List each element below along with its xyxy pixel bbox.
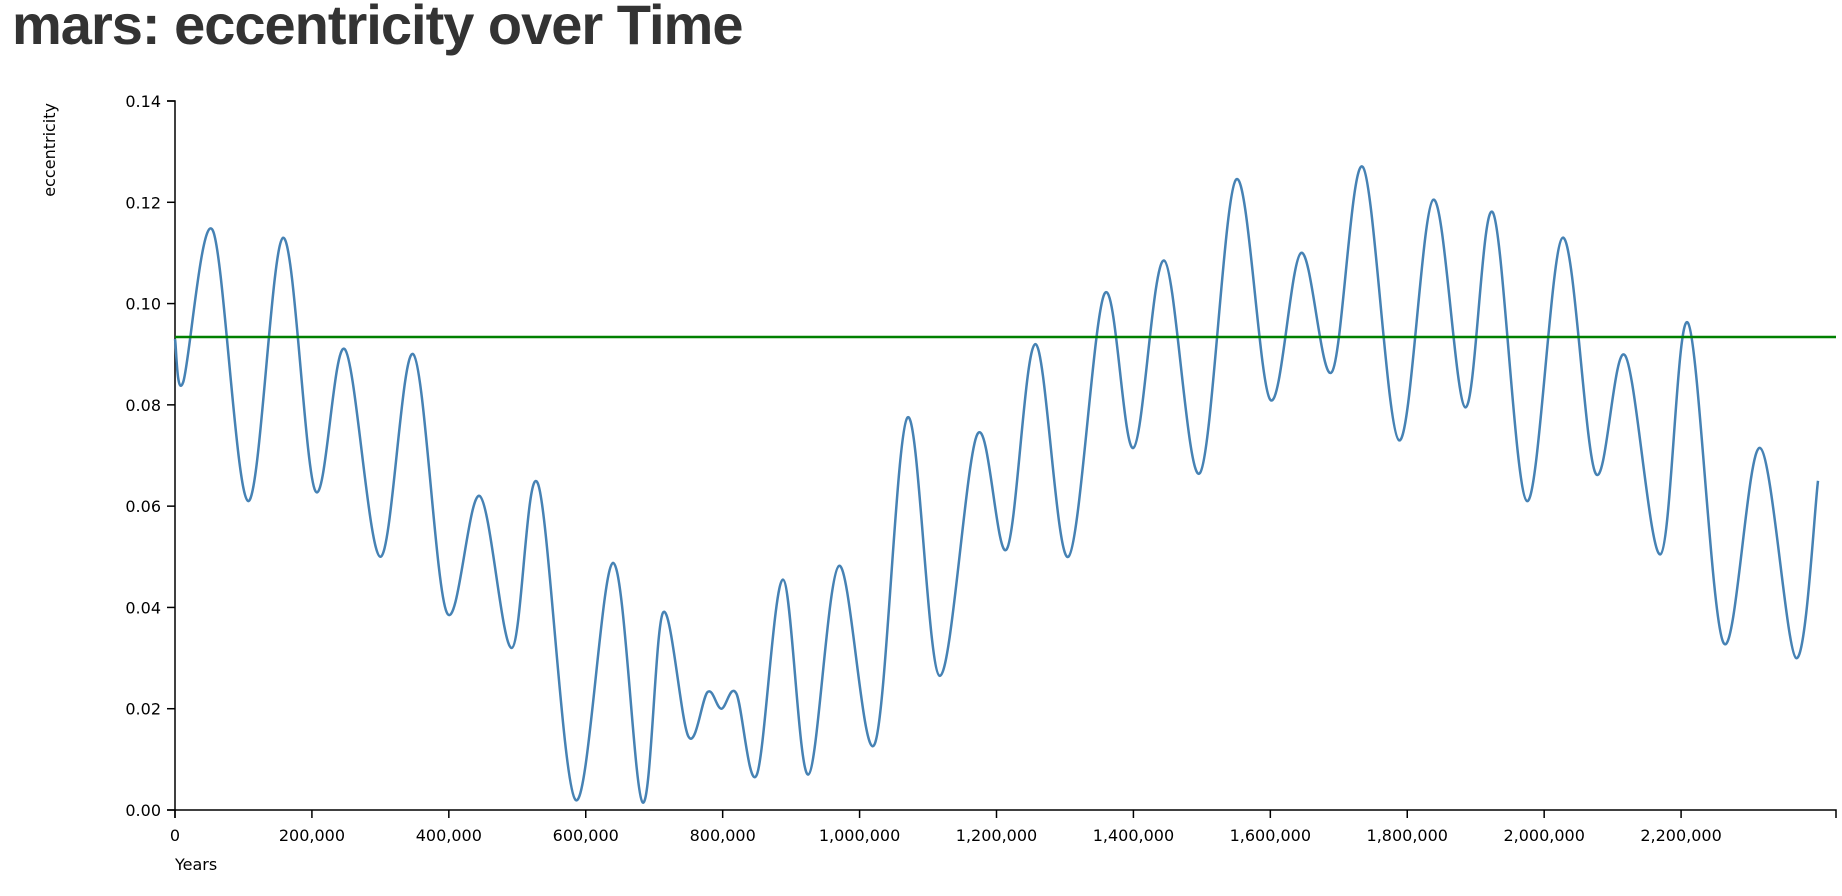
page-title: mars: eccentricity over Time [12, 0, 743, 56]
y-tick-label: 0.06 [125, 497, 161, 516]
x-tick-label: 1,800,000 [1367, 826, 1448, 845]
x-tick-label: 600,000 [553, 826, 619, 845]
y-axis-label: eccentricity [40, 103, 59, 197]
series-layer [173, 165, 1836, 804]
y-tick-label: 0.08 [125, 396, 161, 415]
x-tick-label: 1,200,000 [956, 826, 1037, 845]
x-tick-label: 800,000 [690, 826, 756, 845]
x-tick-label: 1,000,000 [819, 826, 900, 845]
x-axis-label: Years [174, 855, 217, 874]
y-tick-label: 0.00 [125, 801, 161, 820]
x-tick-label: 2,200,000 [1640, 826, 1721, 845]
y-tick-label: 0.14 [125, 92, 161, 111]
y-axis: 0.00 0.02 0.04 0.06 0.08 0.10 0.12 0.14 [125, 92, 176, 820]
x-axis: 0 200,000 400,000 600,000 800,000 1,000,000 1,… [170, 809, 1837, 845]
y-tick-label: 0.10 [125, 295, 161, 314]
y-tick-label: 0.12 [125, 193, 161, 212]
x-tick-label: 200,000 [279, 826, 345, 845]
x-tick-label: 1,600,000 [1230, 826, 1311, 845]
series-line [173, 165, 1820, 804]
x-tick-label: 1,400,000 [1093, 826, 1174, 845]
y-tick-label: 0.04 [125, 598, 161, 617]
y-tick-label: 0.02 [125, 700, 161, 719]
x-tick-label: 400,000 [416, 826, 482, 845]
x-axis-line [174, 809, 1837, 818]
y-axis-line [167, 100, 176, 811]
x-tick-label: 2,000,000 [1503, 826, 1584, 845]
x-tick-label: 0 [170, 826, 180, 845]
